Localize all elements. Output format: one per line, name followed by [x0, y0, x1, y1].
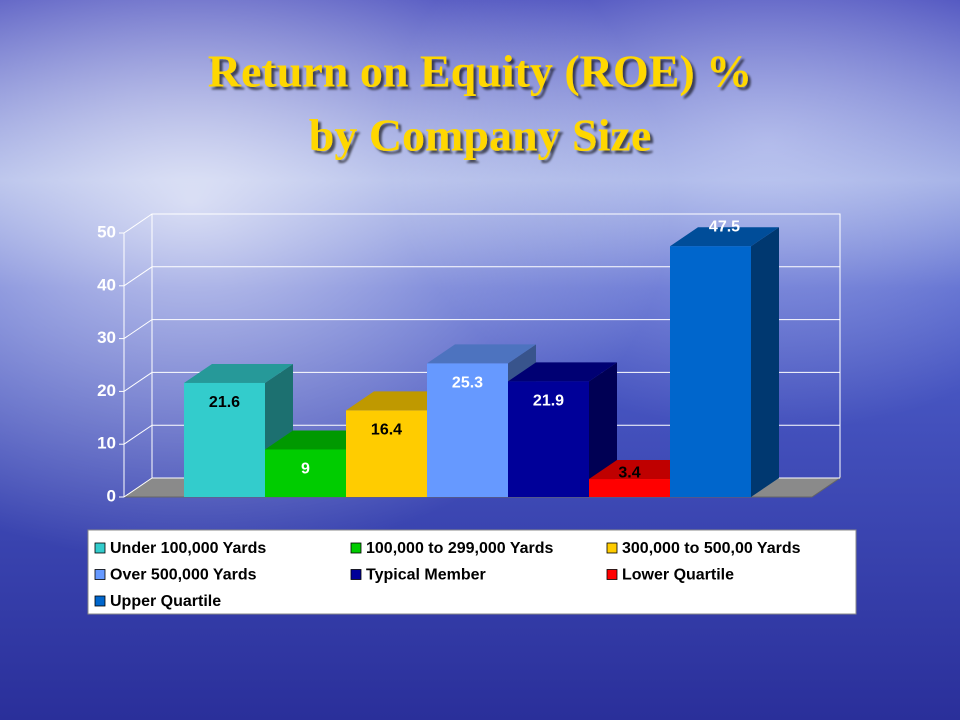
y-tick-label: 0 — [107, 486, 116, 505]
data-label: 21.6 — [209, 394, 240, 411]
y-tick-label: 40 — [97, 275, 116, 294]
title-line: by Company Size — [309, 110, 651, 161]
bar — [670, 246, 751, 497]
legend-label: 300,000 to 500,00 Yards — [622, 540, 801, 557]
bar-top — [508, 362, 617, 382]
bar — [508, 381, 589, 497]
legend-swatch — [606, 542, 618, 554]
data-label: 21.9 — [533, 393, 564, 410]
bar-top — [670, 227, 779, 247]
bar — [346, 410, 427, 497]
y-tick-label: 50 — [97, 222, 116, 241]
grid-line — [123, 266, 840, 287]
legend-swatch — [94, 542, 106, 554]
bar-side — [751, 227, 779, 497]
legend-swatch — [350, 542, 362, 554]
bar-top — [184, 363, 293, 383]
data-label: 25.3 — [452, 375, 483, 392]
grid-line — [123, 319, 840, 340]
bar — [265, 449, 346, 497]
title-line: Return on Equity (ROE) % — [208, 46, 752, 97]
legend-label: Upper Quartile — [110, 593, 221, 610]
bar-side — [589, 362, 617, 497]
legend-label: Typical Member — [366, 567, 486, 584]
legend-swatch — [94, 569, 106, 580]
legend-swatch — [94, 595, 106, 607]
bar — [589, 479, 670, 497]
bar — [184, 382, 265, 497]
data-label: 9 — [301, 461, 310, 478]
data-label: 47.5 — [709, 218, 740, 235]
legend-label: 100,000 to 299,000 Yards — [366, 540, 554, 557]
data-label: 16.4 — [371, 422, 402, 439]
legend-label: Under 100,000 Yards — [110, 540, 266, 557]
y-tick-label: 10 — [97, 434, 116, 453]
legend — [87, 529, 857, 615]
legend-label: Over 500,000 Yards — [110, 567, 257, 584]
bar-top — [427, 344, 536, 364]
grid-line — [123, 213, 840, 234]
bar — [427, 363, 508, 497]
legend-swatch — [606, 569, 618, 580]
data-label: 3.4 — [618, 464, 640, 481]
y-tick-label: 20 — [97, 381, 116, 400]
legend-label: Lower Quartile — [622, 567, 734, 584]
y-tick-label: 30 — [97, 328, 116, 347]
legend-swatch — [350, 569, 362, 580]
